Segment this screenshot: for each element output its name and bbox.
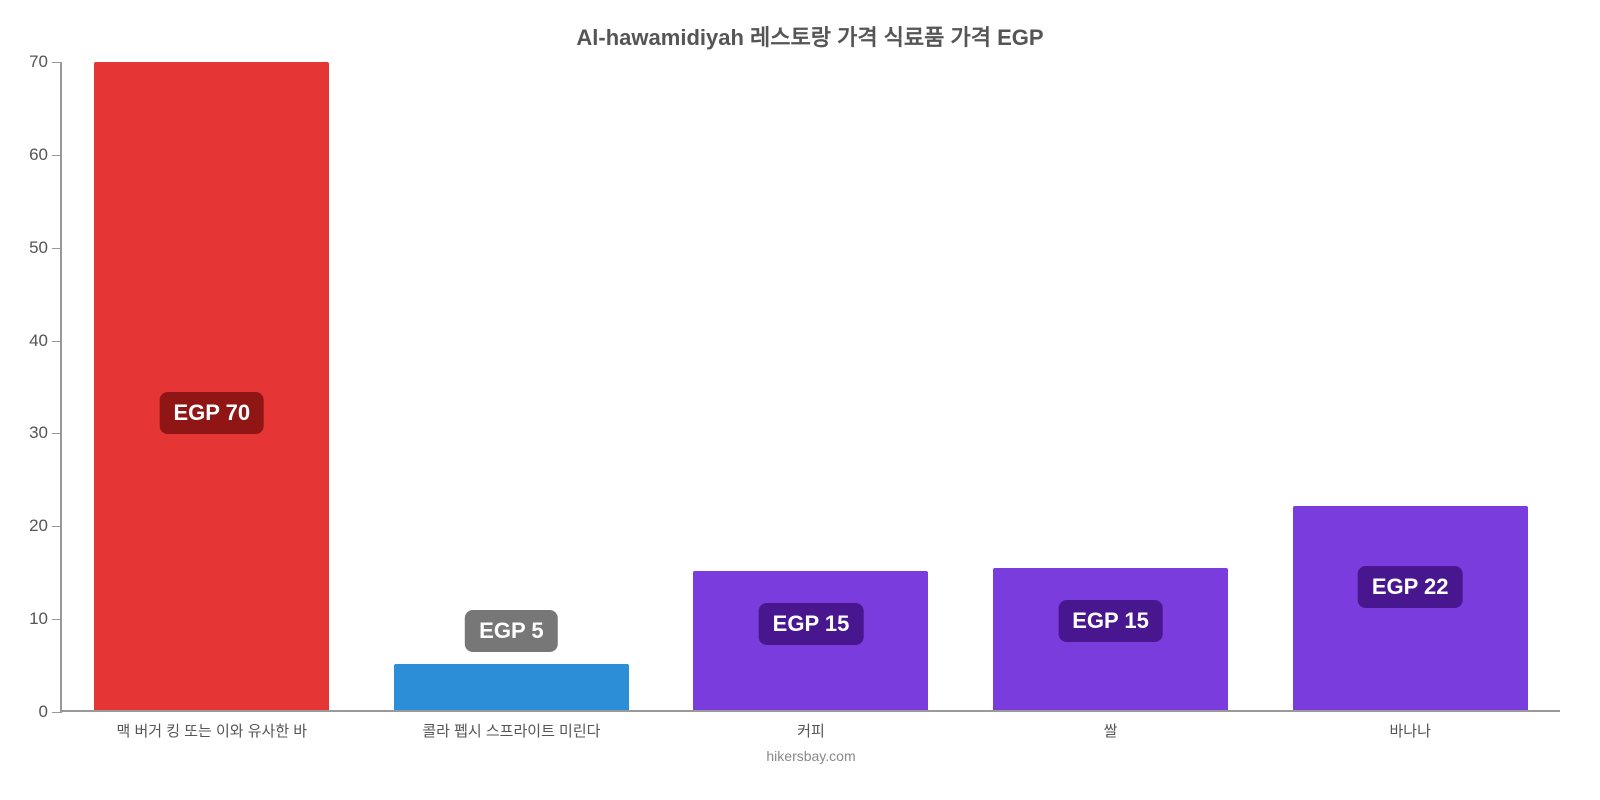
plot-area: 010203040506070 EGP 70EGP 5EGP 15EGP 15E… [60,62,1560,712]
y-tick-label: 30 [29,423,62,443]
bar-value-label: EGP 70 [159,392,264,434]
x-axis-label: 맥 버거 킹 또는 이와 유사한 바 [62,720,362,741]
bar-slot: EGP 15 [961,62,1261,710]
y-tick-label: 60 [29,145,62,165]
x-labels-row: 맥 버거 킹 또는 이와 유사한 바콜라 펩시 스프라이트 미린다커피쌀바나나 [62,720,1560,741]
bar: EGP 22 [1293,506,1528,710]
chart-container: Al-hawamidiyah 레스토랑 가격 식료품 가격 EGP 0 10 20 3… [0,0,1600,800]
bar: EGP 70 [94,62,329,710]
bar: EGP 5 [394,664,629,710]
y-tick-label: 70 [29,52,62,72]
bar-slot: EGP 15 [661,62,961,710]
attribution: hikersbay.com [62,748,1560,764]
x-axis-label: 커피 [661,720,961,741]
x-axis-label: 콜라 펩시 스프라이트 미린다 [362,720,662,741]
x-axis-label: 바나나 [1260,720,1560,741]
y-tick-label: 10 [29,609,62,629]
bar-value-label: EGP 15 [759,603,864,645]
bars-row: EGP 70 EGP 5 EGP 15 EGP 15 EGP 22 [62,62,1560,710]
bar: EGP 15 [993,568,1228,710]
y-tick-label: 20 [29,516,62,536]
bar-slot: EGP 70 [62,62,362,710]
bar-value-label: EGP 5 [465,610,557,652]
bar-slot: EGP 5 [362,62,662,710]
bar-slot: EGP 22 [1260,62,1560,710]
bar-value-label: EGP 22 [1358,566,1463,608]
chart-title: Al-hawamidiyah 레스토랑 가격 식료품 가격 EGP [60,20,1560,52]
y-tick-label: 0 [39,702,62,722]
bar: EGP 15 [693,571,928,710]
x-axis-label: 쌀 [961,720,1261,741]
y-tick-label: 50 [29,238,62,258]
bar-value-label: EGP 15 [1058,600,1163,642]
y-tick-label: 40 [29,331,62,351]
